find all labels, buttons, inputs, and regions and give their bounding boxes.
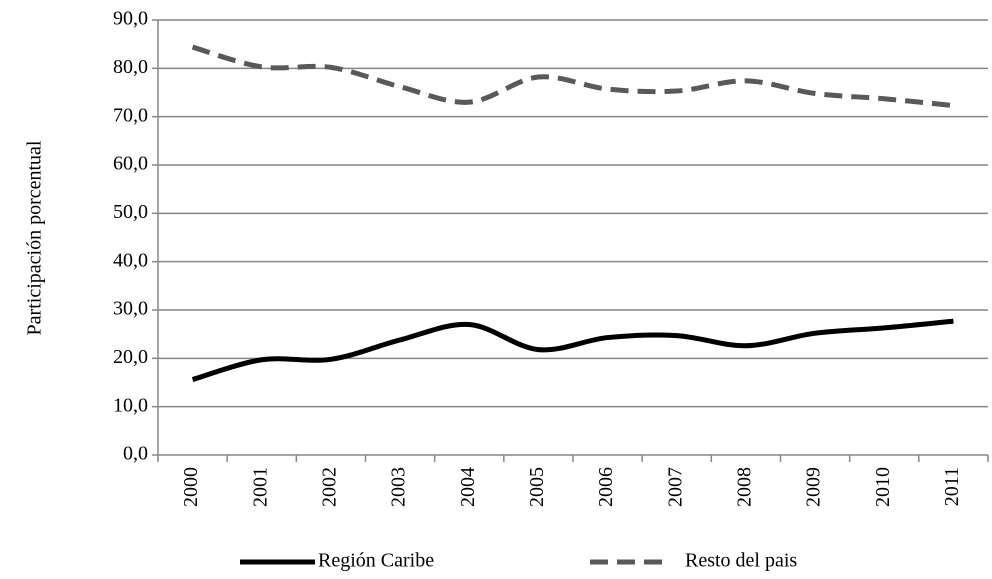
y-tick-label: 30,0	[113, 298, 148, 320]
x-tick-label: 2006	[595, 467, 617, 507]
x-tick-label: 2000	[180, 467, 202, 507]
y-tick-label: 0,0	[123, 443, 148, 465]
y-tick-label: 70,0	[113, 104, 148, 126]
y-tick-label: 90,0	[113, 8, 148, 30]
y-tick-label: 20,0	[113, 346, 148, 368]
x-tick-label: 2001	[249, 467, 271, 507]
y-tick-label: 60,0	[113, 153, 148, 175]
x-tick-label: 2004	[457, 467, 479, 507]
x-tick-label: 2005	[526, 467, 548, 507]
legend-label: Región Caribe	[318, 550, 434, 572]
y-tick-label: 10,0	[113, 394, 148, 416]
x-tick-label: 2009	[803, 467, 825, 507]
y-tick-label: 40,0	[113, 249, 148, 271]
y-tick-label: 50,0	[113, 201, 148, 223]
x-tick-label: 2008	[734, 467, 756, 507]
x-tick-label: 2002	[319, 467, 341, 507]
legend-label: Resto del pais	[685, 550, 797, 572]
series-line	[191, 318, 954, 383]
y-axis-label: Participación porcentual	[24, 140, 46, 335]
x-tick-label: 2003	[388, 467, 410, 507]
x-tick-label: 2011	[941, 467, 963, 506]
x-tick-label: 2010	[872, 467, 894, 507]
series-line	[191, 44, 954, 109]
x-tick-label: 2007	[664, 467, 686, 507]
y-tick-label: 80,0	[113, 56, 148, 78]
